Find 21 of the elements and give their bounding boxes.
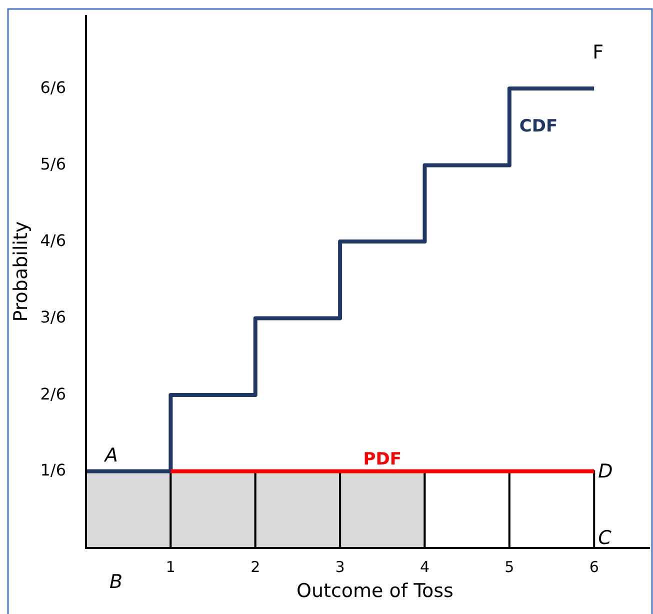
x-tick-label: 3 bbox=[335, 558, 345, 576]
x-tick-label: 1 bbox=[166, 558, 176, 576]
y-tick-label: 4/6 bbox=[40, 230, 66, 250]
y-tick-label: 6/6 bbox=[40, 78, 66, 97]
x-tick-label: 6 bbox=[589, 558, 599, 576]
x-axis-title: Outcome of Toss bbox=[296, 580, 454, 602]
annotation: C bbox=[598, 527, 612, 549]
x-tick-label: 2 bbox=[250, 558, 260, 576]
y-axis-title: Probability bbox=[10, 221, 32, 322]
y-tick-label: 5/6 bbox=[40, 154, 66, 174]
x-tick-label: 4 bbox=[420, 558, 430, 576]
annotation: A bbox=[102, 444, 118, 466]
annotation: D bbox=[598, 460, 613, 482]
annotation: B bbox=[109, 571, 123, 593]
annotation: F bbox=[592, 42, 604, 64]
x-tick-label: 5 bbox=[504, 558, 514, 576]
y-tick-label: 2/6 bbox=[40, 384, 66, 404]
series-label: PDF bbox=[363, 449, 402, 470]
series-label: CDF bbox=[519, 116, 558, 137]
y-tick-label: 3/6 bbox=[40, 308, 66, 327]
y-tick-label: 1/6 bbox=[40, 460, 66, 480]
